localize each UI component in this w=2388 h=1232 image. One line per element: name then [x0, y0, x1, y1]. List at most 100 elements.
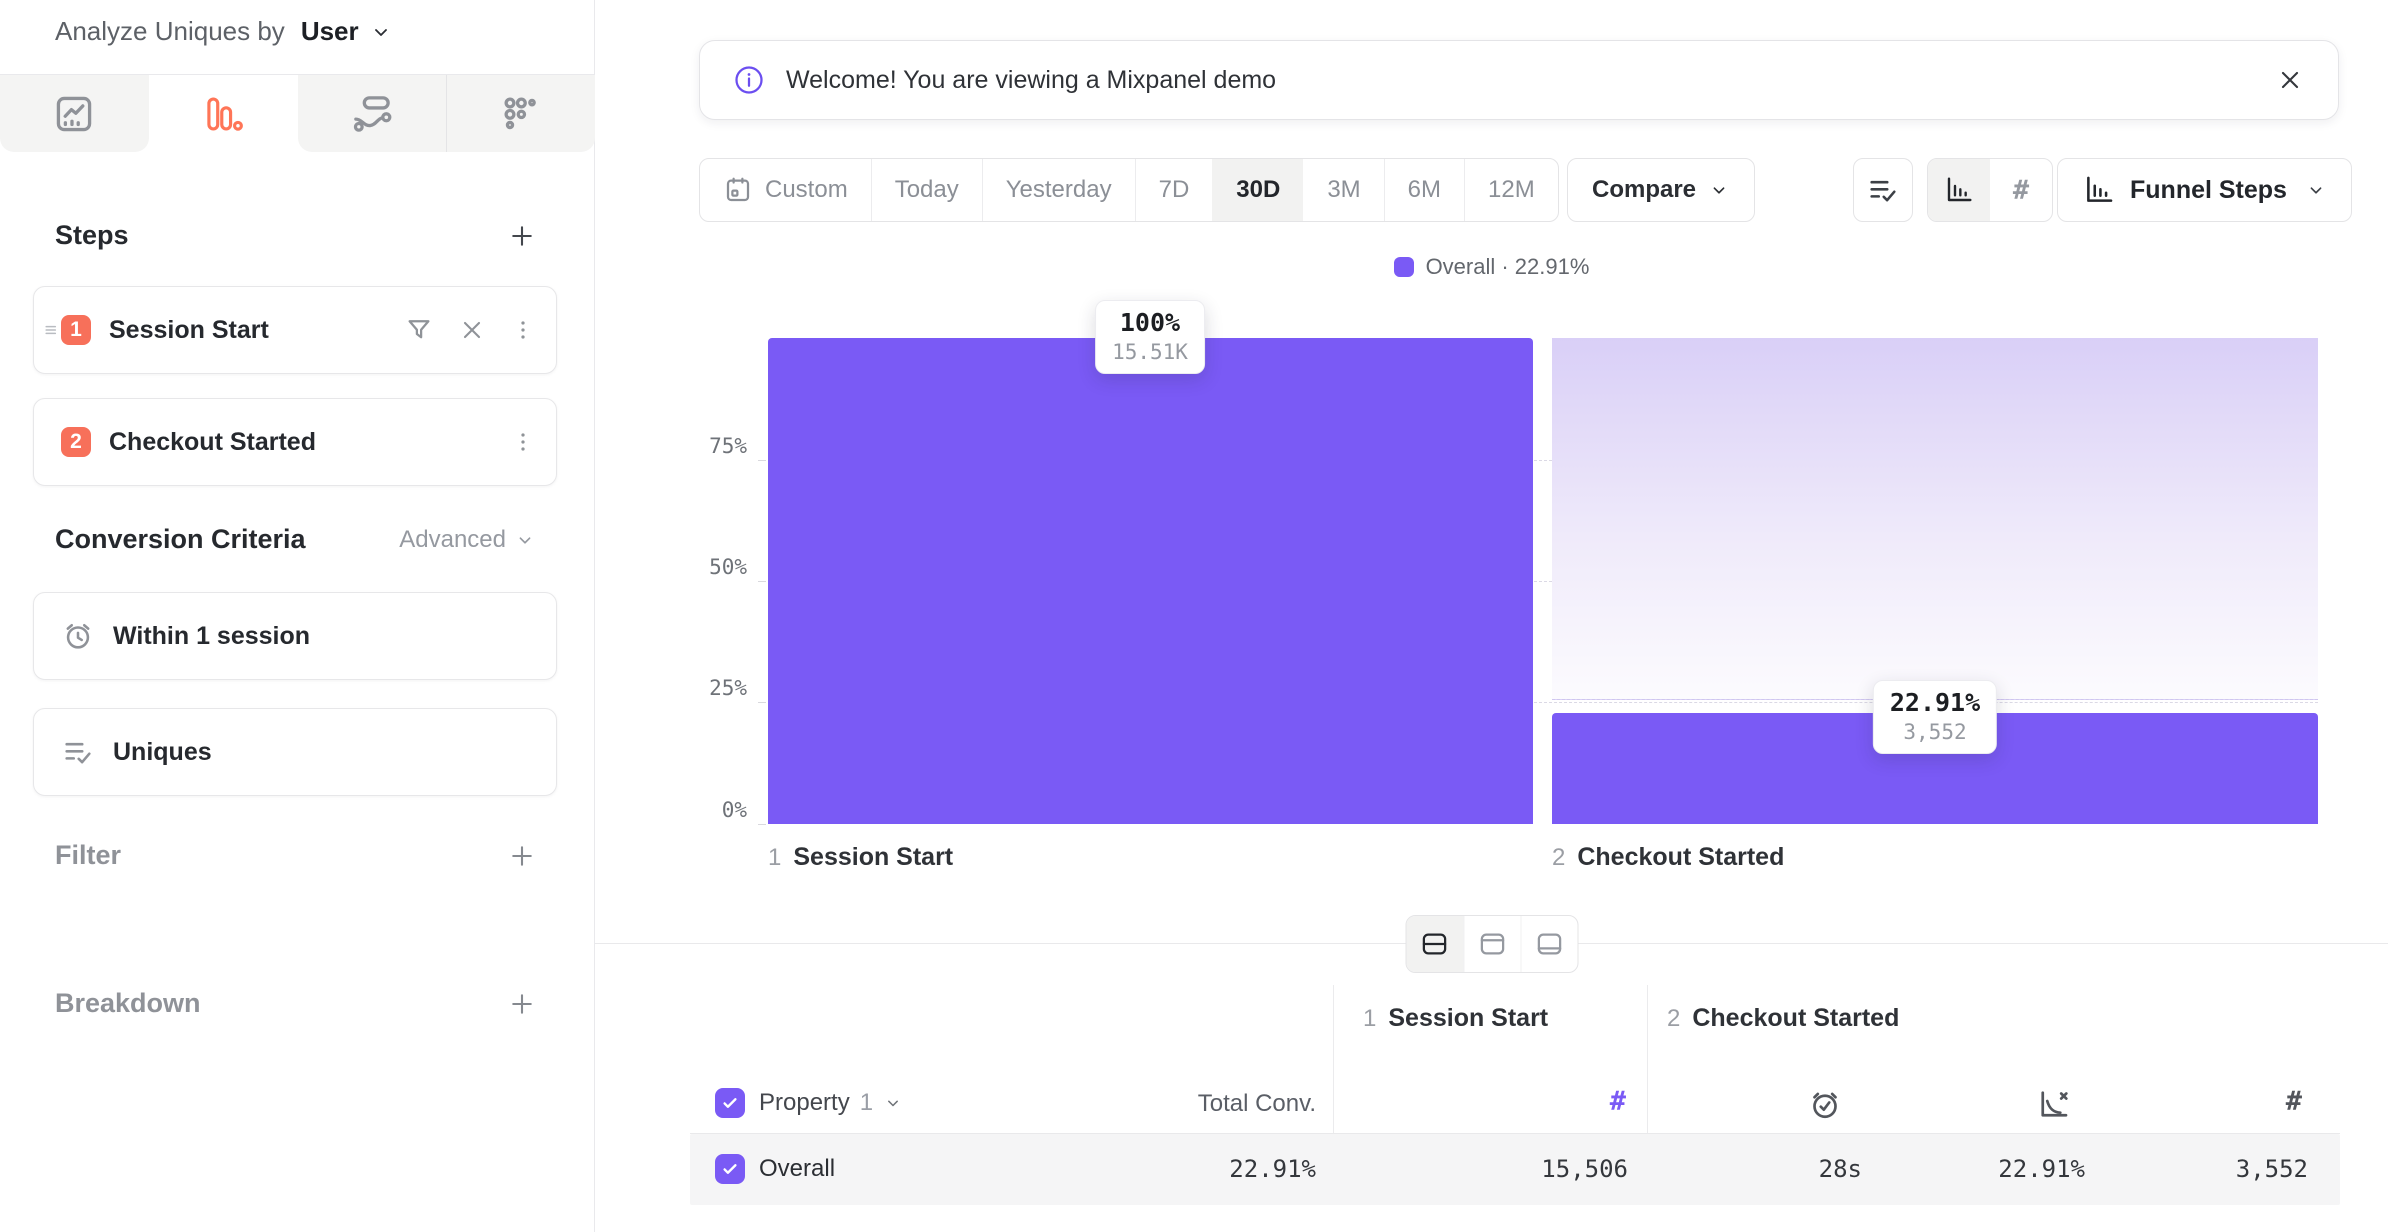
- step-card-session-start[interactable]: 1 Session Start: [33, 286, 557, 374]
- percent-bars-toggle[interactable]: [1928, 159, 1990, 221]
- advanced-dropdown[interactable]: Advanced: [399, 526, 536, 554]
- split-view-toggle[interactable]: [1406, 916, 1463, 972]
- y-axis-tick-mark: [758, 460, 766, 461]
- range-custom[interactable]: Custom: [700, 159, 871, 221]
- column-separator: [1333, 985, 1334, 1133]
- table-only-toggle[interactable]: [1520, 916, 1577, 972]
- range-6m[interactable]: 6M: [1383, 159, 1464, 221]
- chart-type-dropdown[interactable]: Funnel Steps: [2057, 158, 2352, 222]
- remove-step-icon[interactable]: [458, 316, 486, 344]
- chart-legend[interactable]: Overall · 22.91%: [595, 254, 2388, 280]
- tab-retention[interactable]: [446, 75, 595, 152]
- filter-title: Filter: [55, 840, 122, 870]
- y-axis-tick-mark: [758, 581, 766, 582]
- flows-icon: [350, 92, 394, 136]
- calendar-icon: [723, 175, 753, 205]
- avg-time-column-icon[interactable]: [1807, 1086, 1843, 1122]
- range-label: Custom: [765, 176, 848, 203]
- x-label-number: 2: [1552, 844, 1566, 871]
- chart-type-label: Funnel Steps: [2130, 175, 2287, 204]
- kebab-menu-icon[interactable]: [510, 317, 536, 343]
- column-separator: [1647, 985, 1648, 1133]
- range-30d[interactable]: 30D: [1212, 159, 1304, 221]
- absolute-numbers-toggle[interactable]: #: [1990, 159, 2052, 221]
- gridline: [768, 581, 2318, 582]
- y-axis-tick-mark: [758, 702, 766, 703]
- y-axis-tick: 0%: [721, 798, 747, 822]
- step-number-badge: 1: [61, 315, 91, 345]
- tooltip-percent: 100%: [1119, 308, 1181, 337]
- step-number-badge: 2: [61, 427, 91, 457]
- legend-swatch: [1393, 257, 1414, 277]
- range-7d[interactable]: 7D: [1134, 159, 1213, 221]
- property-dropdown[interactable]: Property 1: [759, 1088, 903, 1118]
- cell-total-conv: 22.91%: [1229, 1155, 1316, 1183]
- tab-insights[interactable]: [0, 75, 149, 152]
- breakdown-title: Breakdown: [55, 988, 201, 1018]
- count-column-icon[interactable]: #: [1609, 1086, 1626, 1117]
- chart-only-toggle[interactable]: [1463, 916, 1520, 972]
- range-yesterday[interactable]: Yesterday: [981, 159, 1135, 221]
- query-sidebar: Analyze Uniques by User: [0, 0, 595, 1232]
- range-12m[interactable]: 12M: [1464, 159, 1558, 221]
- tab-funnels[interactable]: [148, 75, 298, 152]
- chevron-down-icon[interactable]: [369, 20, 393, 44]
- bar-chart-icon: [1943, 174, 1975, 206]
- x-axis-label-checkout-started: 2 Checkout Started: [1552, 843, 1784, 872]
- list-check-icon: [1866, 173, 1900, 207]
- close-icon[interactable]: [2276, 66, 2304, 94]
- funnel-bar-session-start[interactable]: [768, 338, 1533, 824]
- x-label-name: Session Start: [793, 843, 954, 871]
- y-axis-tick: 75%: [709, 434, 747, 458]
- criteria-label[interactable]: Uniques: [113, 737, 212, 766]
- cell-step2-conv-rate: 22.91%: [1998, 1155, 2085, 1183]
- table-row-overall[interactable]: [690, 1134, 2340, 1205]
- criteria-card-counting[interactable]: Uniques: [33, 708, 557, 796]
- cell-step2-avg-time: 28s: [1818, 1155, 1862, 1183]
- tooltip-percent: 22.91%: [1889, 688, 1981, 717]
- column-name: Session Start: [1388, 1004, 1549, 1032]
- report-main: Welcome! You are viewing a Mixpanel demo…: [595, 0, 2388, 1232]
- criteria-label[interactable]: Within 1 session: [113, 621, 311, 650]
- demo-banner: Welcome! You are viewing a Mixpanel demo: [699, 40, 2339, 120]
- column-header-checkout-started: 2 Checkout Started: [1667, 1004, 1899, 1033]
- date-range-picker: Custom Today Yesterday 7D 30D 3M 6M 12M: [699, 158, 1559, 222]
- x-label-number: 1: [768, 844, 782, 871]
- range-3m[interactable]: 3M: [1327, 176, 1361, 203]
- conversion-criteria-title: Conversion Criteria: [55, 524, 306, 554]
- value-display-toggle: #: [1927, 158, 2053, 222]
- range-today[interactable]: Today: [870, 159, 982, 221]
- add-step-button[interactable]: [508, 222, 536, 250]
- insights-icon: [52, 92, 96, 136]
- count-column-icon[interactable]: #: [2285, 1086, 2302, 1117]
- hash-icon: #: [2012, 174, 2030, 206]
- step-card-checkout-started[interactable]: 2 Checkout Started: [33, 398, 557, 486]
- tab-flows[interactable]: [297, 75, 447, 152]
- y-axis-tick: 50%: [709, 555, 747, 579]
- add-breakdown-button[interactable]: [508, 990, 536, 1018]
- kebab-menu-icon[interactable]: [510, 429, 536, 455]
- steps-header: Steps: [55, 220, 536, 251]
- cell-step2-count: 3,552: [2235, 1155, 2308, 1183]
- x-axis-label-session-start: 1 Session Start: [768, 843, 953, 872]
- total-conv-header[interactable]: Total Conv.: [1197, 1090, 1316, 1117]
- drag-handle-icon[interactable]: [42, 320, 62, 340]
- step-label[interactable]: Checkout Started: [109, 427, 316, 456]
- criteria-card-window[interactable]: Within 1 session: [33, 592, 557, 680]
- funnel-dropoff-region[interactable]: [1552, 338, 2318, 700]
- counting-method-button[interactable]: [1853, 158, 1913, 222]
- bar-value-tooltip: 22.91% 3,552: [1872, 680, 1998, 754]
- filter-icon[interactable]: [404, 315, 434, 345]
- select-all-checkbox[interactable]: [715, 1088, 745, 1118]
- y-axis-tick-mark: [758, 824, 766, 825]
- analyze-value-dropdown[interactable]: User: [300, 16, 359, 46]
- row-checkbox[interactable]: [715, 1154, 745, 1184]
- compare-button[interactable]: Compare: [1567, 158, 1756, 222]
- add-filter-button[interactable]: [508, 842, 536, 870]
- conv-rate-column-icon[interactable]: [2036, 1086, 2072, 1122]
- property-index: 1: [859, 1089, 874, 1116]
- x-label-name: Checkout Started: [1577, 843, 1785, 871]
- step-label[interactable]: Session Start: [109, 315, 269, 344]
- tooltip-count: 3,552: [1903, 720, 1967, 744]
